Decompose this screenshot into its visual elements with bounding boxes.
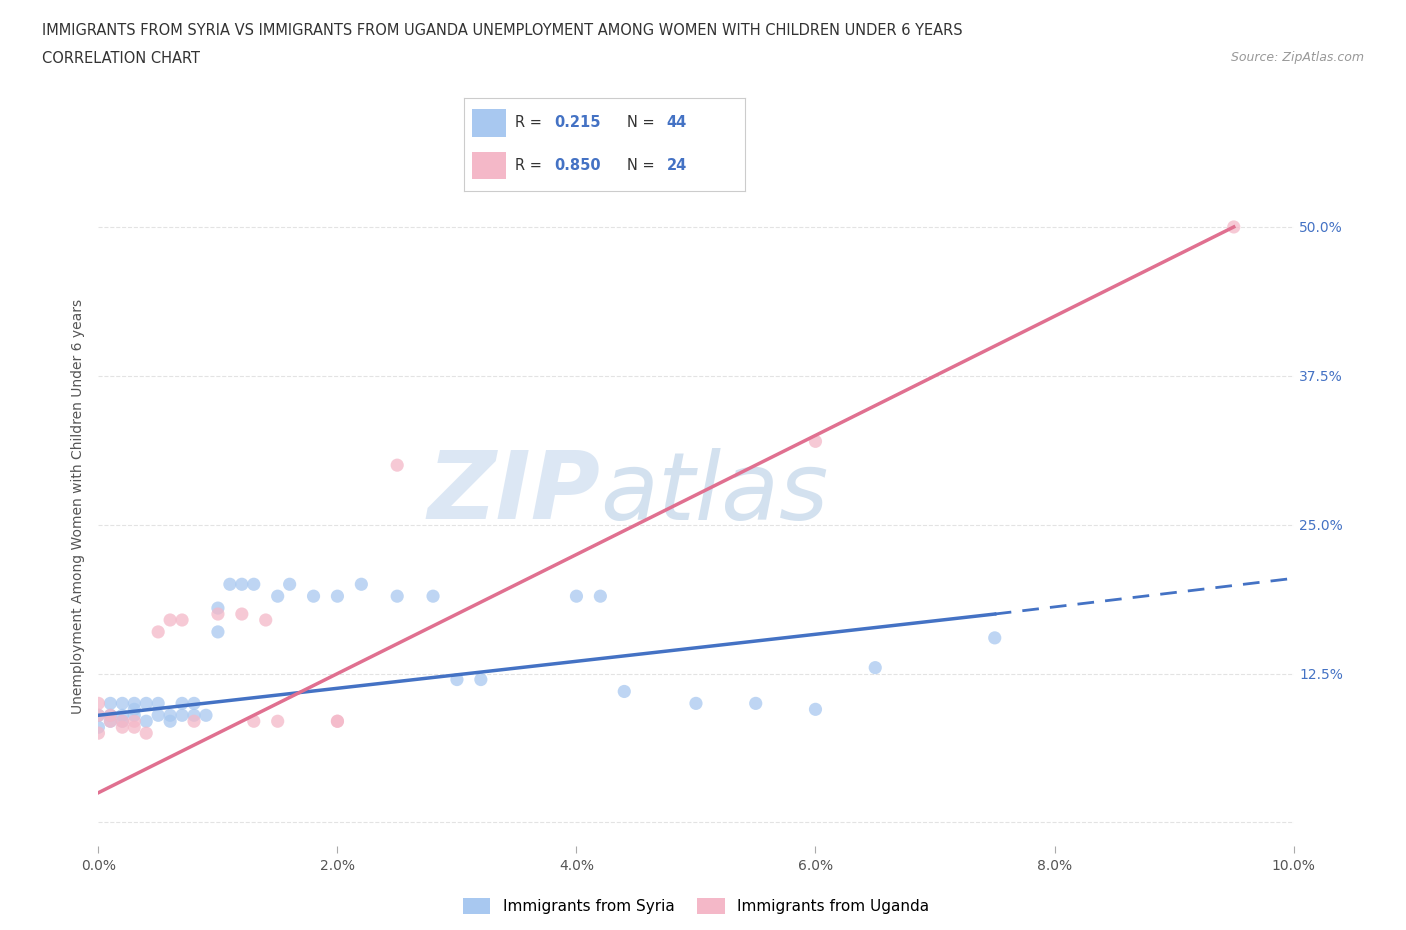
- Legend: Immigrants from Syria, Immigrants from Uganda: Immigrants from Syria, Immigrants from U…: [457, 892, 935, 920]
- Point: [243, 714, 266, 729]
- Point: [302, 589, 325, 604]
- Point: [183, 696, 205, 711]
- Point: [745, 696, 768, 711]
- Point: [124, 702, 146, 717]
- Point: [267, 714, 290, 729]
- Point: [385, 589, 409, 604]
- Point: [87, 720, 110, 735]
- Text: CORRELATION CHART: CORRELATION CHART: [42, 51, 200, 66]
- Text: R =: R =: [515, 158, 546, 173]
- Point: [385, 458, 409, 472]
- Point: [865, 660, 887, 675]
- Point: [326, 714, 349, 729]
- Point: [124, 714, 146, 729]
- Text: 0.215: 0.215: [554, 115, 600, 130]
- Point: [267, 589, 290, 604]
- Text: Source: ZipAtlas.com: Source: ZipAtlas.com: [1230, 51, 1364, 64]
- Text: N =: N =: [627, 158, 659, 173]
- Point: [87, 696, 110, 711]
- Point: [159, 708, 181, 723]
- Point: [124, 720, 146, 735]
- Text: atlas: atlas: [600, 447, 828, 538]
- Point: [589, 589, 612, 604]
- Point: [124, 696, 146, 711]
- Point: [195, 708, 218, 723]
- Bar: [472, 109, 506, 137]
- Point: [231, 577, 253, 591]
- Point: [446, 672, 468, 687]
- Point: [135, 725, 157, 740]
- Point: [207, 606, 229, 621]
- Point: [148, 696, 170, 711]
- Point: [172, 696, 194, 711]
- Point: [207, 601, 229, 616]
- Point: [87, 708, 110, 723]
- Point: [111, 714, 134, 729]
- Point: [804, 702, 827, 717]
- Point: [135, 696, 157, 711]
- Point: [613, 684, 636, 699]
- Point: [565, 589, 588, 604]
- Point: [100, 714, 122, 729]
- Point: [231, 606, 253, 621]
- Text: N =: N =: [627, 115, 659, 130]
- Point: [470, 672, 492, 687]
- Text: ZIP: ZIP: [427, 447, 600, 539]
- Point: [172, 613, 194, 628]
- Point: [183, 714, 205, 729]
- Point: [111, 720, 134, 735]
- Point: [172, 708, 194, 723]
- Point: [207, 624, 229, 639]
- Point: [159, 613, 181, 628]
- Point: [111, 714, 134, 729]
- Point: [685, 696, 707, 711]
- Point: [159, 714, 181, 729]
- Point: [111, 708, 134, 723]
- Point: [124, 708, 146, 723]
- Point: [100, 696, 122, 711]
- Point: [326, 589, 349, 604]
- Text: 0.850: 0.850: [554, 158, 600, 173]
- Text: IMMIGRANTS FROM SYRIA VS IMMIGRANTS FROM UGANDA UNEMPLOYMENT AMONG WOMEN WITH CH: IMMIGRANTS FROM SYRIA VS IMMIGRANTS FROM…: [42, 23, 963, 38]
- Point: [243, 577, 266, 591]
- Point: [148, 624, 170, 639]
- Point: [100, 708, 122, 723]
- Point: [1223, 219, 1246, 234]
- Text: 44: 44: [666, 115, 686, 130]
- Text: 24: 24: [666, 158, 686, 173]
- Point: [350, 577, 373, 591]
- Point: [254, 613, 277, 628]
- Point: [804, 434, 827, 449]
- Y-axis label: Unemployment Among Women with Children Under 6 years: Unemployment Among Women with Children U…: [72, 299, 86, 714]
- Point: [422, 589, 444, 604]
- Point: [111, 696, 134, 711]
- Bar: [472, 152, 506, 179]
- Point: [278, 577, 301, 591]
- Point: [219, 577, 242, 591]
- Point: [87, 708, 110, 723]
- Point: [135, 714, 157, 729]
- Text: R =: R =: [515, 115, 546, 130]
- Point: [148, 708, 170, 723]
- Point: [326, 714, 349, 729]
- Point: [984, 631, 1007, 645]
- Point: [183, 708, 205, 723]
- Point: [87, 725, 110, 740]
- Point: [100, 708, 122, 723]
- Point: [100, 714, 122, 729]
